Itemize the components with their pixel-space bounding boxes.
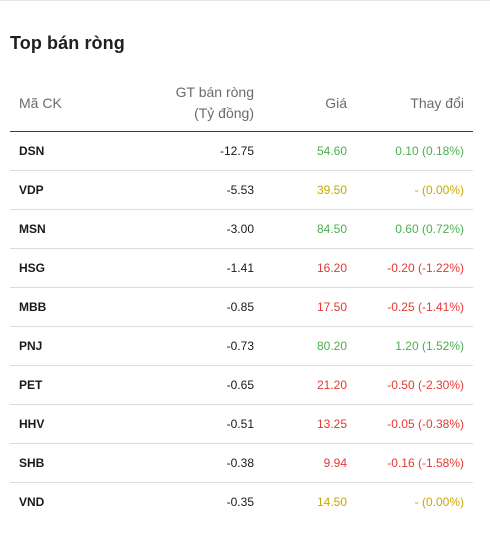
symbol-cell[interactable]: HSG bbox=[10, 248, 135, 288]
net-value-cell: -0.65 bbox=[135, 365, 263, 405]
price-cell: 80.20 bbox=[263, 326, 356, 366]
column-header-price: Giá bbox=[263, 76, 356, 132]
price-cell: 16.20 bbox=[263, 248, 356, 288]
change-cell: -0.20 (-1.22%) bbox=[356, 248, 473, 288]
table-row[interactable]: PET -0.65 21.20 -0.50 (-2.30%) bbox=[10, 365, 473, 405]
net-value-cell: -3.00 bbox=[135, 209, 263, 249]
price-cell: 21.20 bbox=[263, 365, 356, 405]
net-value-cell: -0.51 bbox=[135, 404, 263, 444]
table-row[interactable]: HSG -1.41 16.20 -0.20 (-1.22%) bbox=[10, 248, 473, 288]
price-cell: 9.94 bbox=[263, 443, 356, 483]
table-row[interactable]: SHB -0.38 9.94 -0.16 (-1.58%) bbox=[10, 443, 473, 483]
table-header-row: Mã CK GT bán ròng (Tỷ đồng) Giá Thay đổi bbox=[10, 76, 473, 132]
table-row[interactable]: VND -0.35 14.50 - (0.00%) bbox=[10, 482, 473, 521]
column-header-symbol: Mã CK bbox=[10, 76, 135, 132]
symbol-cell[interactable]: VDP bbox=[10, 170, 135, 210]
table-row[interactable]: MBB -0.85 17.50 -0.25 (-1.41%) bbox=[10, 287, 473, 327]
price-cell: 13.25 bbox=[263, 404, 356, 444]
symbol-cell[interactable]: MBB bbox=[10, 287, 135, 327]
price-cell: 54.60 bbox=[263, 131, 356, 171]
column-header-net-value: GT bán ròng (Tỷ đồng) bbox=[135, 76, 263, 132]
symbol-cell[interactable]: PET bbox=[10, 365, 135, 405]
symbol-cell[interactable]: MSN bbox=[10, 209, 135, 249]
price-cell: 39.50 bbox=[263, 170, 356, 210]
change-cell: -0.25 (-1.41%) bbox=[356, 287, 473, 327]
net-value-cell: -0.38 bbox=[135, 443, 263, 483]
symbol-cell[interactable]: SHB bbox=[10, 443, 135, 483]
net-value-cell: -1.41 bbox=[135, 248, 263, 288]
net-value-header-line2: (Tỷ đồng) bbox=[194, 105, 254, 122]
net-value-header-line1: GT bán ròng bbox=[175, 84, 254, 101]
table-row[interactable]: HHV -0.51 13.25 -0.05 (-0.38%) bbox=[10, 404, 473, 444]
change-cell: -0.16 (-1.58%) bbox=[356, 443, 473, 483]
change-cell: -0.50 (-2.30%) bbox=[356, 365, 473, 405]
symbol-cell[interactable]: HHV bbox=[10, 404, 135, 444]
change-cell: - (0.00%) bbox=[414, 494, 464, 509]
price-cell: 14.50 bbox=[316, 494, 347, 509]
net-sell-table: Mã CK GT bán ròng (Tỷ đồng) Giá Thay đổi… bbox=[10, 76, 473, 521]
symbol-cell[interactable]: PNJ bbox=[10, 326, 135, 366]
symbol-cell[interactable]: VND bbox=[19, 494, 45, 509]
table-row[interactable]: MSN -3.00 84.50 0.60 (0.72%) bbox=[10, 209, 473, 249]
table-row[interactable]: PNJ -0.73 80.20 1.20 (1.52%) bbox=[10, 326, 473, 366]
change-cell: 0.60 (0.72%) bbox=[356, 209, 473, 249]
top-divider bbox=[0, 0, 490, 1]
column-header-change: Thay đổi bbox=[356, 76, 473, 132]
panel-title: Top bán ròng bbox=[10, 33, 125, 53]
net-value-cell: -5.53 bbox=[135, 170, 263, 210]
change-cell: -0.05 (-0.38%) bbox=[356, 404, 473, 444]
change-cell: 1.20 (1.52%) bbox=[356, 326, 473, 366]
net-value-cell: -0.85 bbox=[135, 287, 263, 327]
net-value-cell: -0.73 bbox=[135, 326, 263, 366]
symbol-cell[interactable]: DSN bbox=[10, 131, 135, 171]
net-value-cell: -0.35 bbox=[226, 494, 254, 509]
net-value-cell: -12.75 bbox=[135, 131, 263, 171]
table-row[interactable]: DSN -12.75 54.60 0.10 (0.18%) bbox=[10, 131, 473, 171]
table-body: DSN -12.75 54.60 0.10 (0.18%) VDP -5.53 39.50-… bbox=[10, 131, 473, 521]
change-cell: 0.10 (0.18%) bbox=[356, 131, 473, 171]
change-cell: - (0.00%) bbox=[356, 170, 473, 210]
table-row[interactable]: VDP -5.53 39.50- (0.00%) bbox=[10, 170, 473, 210]
price-cell: 84.50 bbox=[263, 209, 356, 249]
price-cell: 17.50 bbox=[263, 287, 356, 327]
